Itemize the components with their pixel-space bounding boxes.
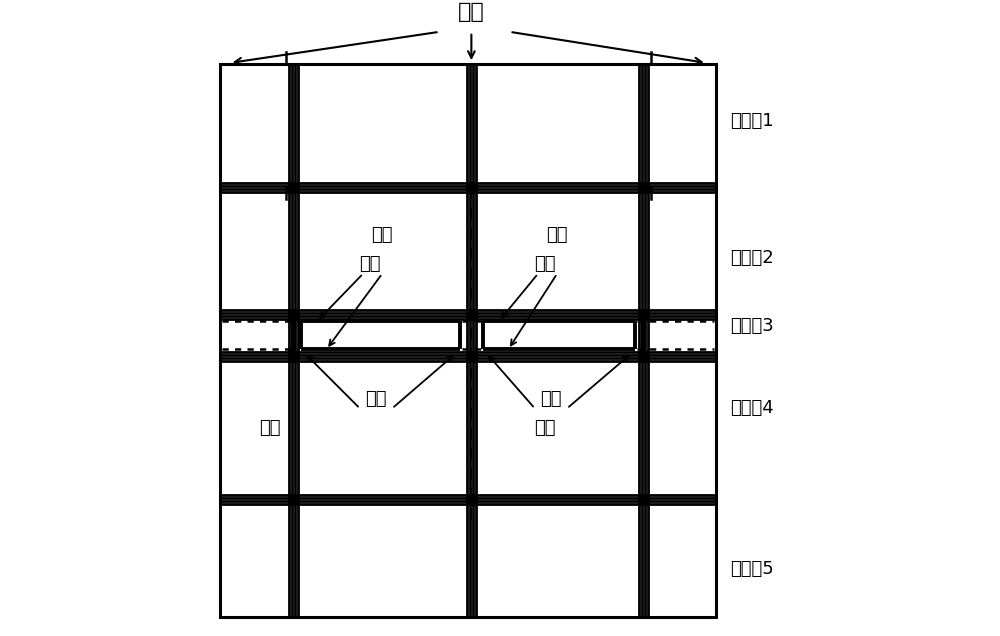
Text: 介质卲4: 介质卲4 xyxy=(730,399,774,417)
Text: 通孔: 通孔 xyxy=(365,390,387,408)
Text: 通孔: 通孔 xyxy=(540,390,562,408)
Text: 介质卲5: 介质卲5 xyxy=(730,560,774,578)
Text: 通孔: 通孔 xyxy=(458,3,485,22)
Text: 空气: 空气 xyxy=(372,226,393,244)
Text: 空气: 空气 xyxy=(546,226,568,244)
Text: 空气: 空气 xyxy=(534,418,555,437)
Text: 介质卲1: 介质卲1 xyxy=(730,112,774,130)
Text: 贴片: 贴片 xyxy=(534,255,555,273)
Text: 贴片: 贴片 xyxy=(359,255,380,273)
Text: 介质卲2: 介质卲2 xyxy=(730,249,774,266)
Text: 介质卲3: 介质卲3 xyxy=(730,317,774,335)
Text: 空气: 空气 xyxy=(259,418,280,437)
Bar xyxy=(220,64,716,617)
